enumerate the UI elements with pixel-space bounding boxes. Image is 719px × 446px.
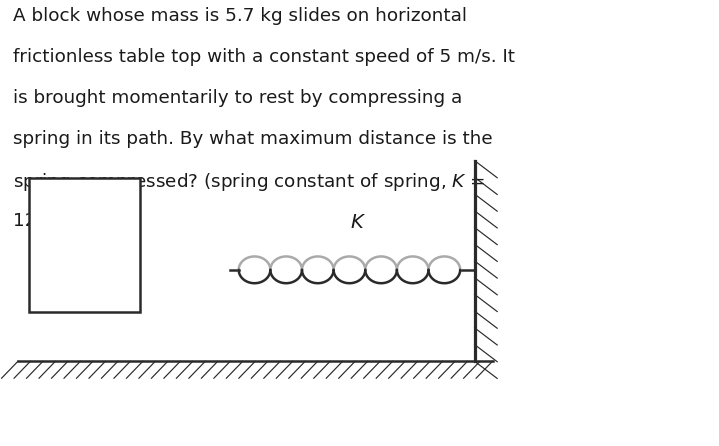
- Text: K: K: [350, 213, 363, 232]
- Text: A block whose mass is 5.7 kg slides on horizontal: A block whose mass is 5.7 kg slides on h…: [13, 7, 467, 25]
- Text: spring in its path. By what maximum distance is the: spring in its path. By what maximum dist…: [13, 130, 493, 148]
- Text: 1282.5 N/m): 1282.5 N/m): [13, 212, 128, 230]
- Text: M: M: [74, 233, 95, 257]
- Text: is brought momentarily to rest by compressing a: is brought momentarily to rest by compre…: [13, 89, 462, 107]
- Text: spring compressed? (spring constant of spring, $K$ =: spring compressed? (spring constant of s…: [13, 171, 485, 193]
- Bar: [29, 178, 140, 312]
- Text: frictionless table top with a constant speed of 5 m/s. It: frictionless table top with a constant s…: [13, 48, 515, 66]
